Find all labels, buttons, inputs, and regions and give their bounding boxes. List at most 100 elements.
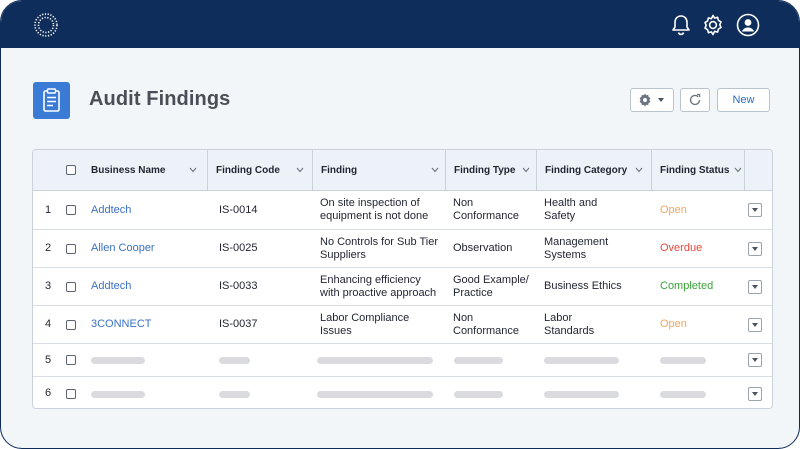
finding-text: No Controls for Sub Tier [320, 235, 438, 248]
finding-category: Health and [544, 197, 598, 209]
caret-down-icon [752, 284, 758, 289]
caret-down-icon [752, 246, 758, 251]
skeleton-bar [544, 390, 619, 398]
finding-category: Labor [544, 311, 573, 324]
column-header-finding-category[interactable]: Finding Category [536, 150, 651, 190]
finding-type: Practice [453, 286, 493, 299]
finding-text: Enhancing efficiency [320, 273, 421, 286]
row-action-dropdown[interactable] [748, 317, 762, 332]
skeleton-bar [544, 357, 619, 364]
skeleton-bar [454, 357, 503, 364]
column-header-finding[interactable]: Finding [312, 150, 445, 190]
row-checkbox[interactable] [66, 355, 76, 365]
row-action-dropdown[interactable] [748, 386, 762, 401]
table-row: 3 Addtech IS-0033 Enhancing efficiency w… [33, 268, 772, 306]
finding-text: with proactive approach [320, 286, 437, 299]
business-name-link[interactable]: Allen Cooper [91, 242, 155, 254]
row-number: 6 [44, 387, 52, 399]
row-action-dropdown[interactable] [748, 241, 762, 256]
logo-icon[interactable] [32, 11, 60, 39]
column-header-business-name[interactable]: Business Name [83, 150, 207, 190]
table-header: Business Name Finding Code Finding Findi… [33, 150, 772, 191]
finding-type: Non [453, 311, 474, 324]
chevron-down-icon[interactable] [296, 167, 304, 173]
row-checkbox[interactable] [66, 388, 76, 399]
row-action-dropdown[interactable] [748, 353, 762, 367]
top-navigation-bar [1, 1, 799, 48]
page-title: Audit Findings [89, 88, 231, 110]
finding-code: IS-0037 [219, 318, 258, 330]
skeleton-bar [219, 390, 250, 398]
finding-type: Conformance [453, 210, 520, 222]
finding-category: Safety [544, 210, 576, 222]
skeleton-bar [317, 390, 433, 398]
row-action-dropdown[interactable] [748, 203, 762, 217]
caret-down-icon [752, 358, 758, 362]
new-button[interactable]: New [717, 88, 770, 112]
status-badge: Overdue [660, 242, 703, 254]
column-label: Finding Type [454, 164, 516, 176]
row-number: 1 [44, 203, 52, 216]
status-badge: Open [660, 318, 687, 330]
chevron-down-icon[interactable] [635, 167, 643, 173]
settings-dropdown-button[interactable] [630, 88, 674, 112]
finding-type: Non [453, 197, 474, 209]
finding-text: Labor Compliance [320, 311, 410, 324]
table-row: 2 Allen Cooper IS-0025 No Controls for S… [33, 230, 772, 268]
row-checkbox[interactable] [66, 243, 76, 254]
findings-table: Business Name Finding Code Finding Findi… [32, 149, 773, 409]
chevron-down-icon[interactable] [189, 167, 197, 173]
finding-text: Issues [320, 324, 352, 337]
skeleton-bar [91, 390, 145, 398]
bell-icon[interactable] [668, 12, 694, 38]
user-avatar-icon[interactable] [735, 12, 761, 38]
business-name-link[interactable]: 3CONNECT [91, 318, 152, 330]
row-number: 5 [44, 353, 52, 366]
column-label: Finding Status [660, 164, 730, 176]
table-row: 1 Addtech IS-0014 On site inspection of … [33, 191, 772, 230]
skeleton-bar [660, 390, 706, 398]
column-header-finding-status[interactable]: Finding Status [651, 150, 744, 190]
finding-text: Suppliers [320, 248, 366, 261]
column-label: Finding [321, 164, 358, 176]
business-name-link[interactable]: Addtech [91, 280, 132, 292]
chevron-down-icon[interactable] [431, 167, 439, 173]
row-checkbox[interactable] [66, 205, 76, 215]
skeleton-bar [454, 390, 503, 398]
column-header-finding-type[interactable]: Finding Type [445, 150, 536, 190]
row-number: 4 [44, 318, 52, 330]
row-checkbox[interactable] [66, 319, 76, 330]
status-badge: Open [660, 203, 687, 216]
column-label: Finding Code [216, 164, 280, 176]
finding-category: Management [544, 235, 609, 248]
finding-code: IS-0025 [219, 242, 258, 254]
row-action-dropdown[interactable] [748, 279, 762, 294]
finding-category: Standards [544, 324, 595, 337]
finding-type: Good Example/ [453, 273, 529, 286]
column-header-actions [744, 150, 772, 190]
finding-type: Observation [453, 242, 513, 254]
placeholder-row: 5 [33, 344, 772, 377]
row-number: 3 [44, 280, 52, 292]
finding-code: IS-0014 [219, 203, 258, 216]
refresh-icon [689, 93, 701, 106]
chevron-down-icon[interactable] [522, 167, 530, 173]
caret-down-icon [752, 391, 758, 396]
skeleton-bar [219, 357, 250, 364]
caret-down-icon [752, 322, 758, 327]
table-row: 4 3CONNECT IS-0037 Labor Compliance Issu… [33, 306, 772, 344]
row-checkbox[interactable] [66, 281, 76, 292]
finding-category: Business Ethics [544, 280, 622, 292]
business-name-link[interactable]: Addtech [91, 203, 132, 216]
chevron-down-icon[interactable] [734, 167, 742, 173]
finding-category: Systems [544, 248, 587, 261]
skeleton-bar [317, 357, 433, 364]
refresh-button[interactable] [680, 88, 710, 112]
clipboard-icon [33, 82, 70, 119]
row-number: 2 [44, 242, 52, 254]
finding-code: IS-0033 [219, 280, 258, 292]
column-header-finding-code[interactable]: Finding Code [207, 150, 312, 190]
gear-icon[interactable] [700, 12, 726, 38]
select-all-checkbox[interactable] [66, 165, 76, 175]
